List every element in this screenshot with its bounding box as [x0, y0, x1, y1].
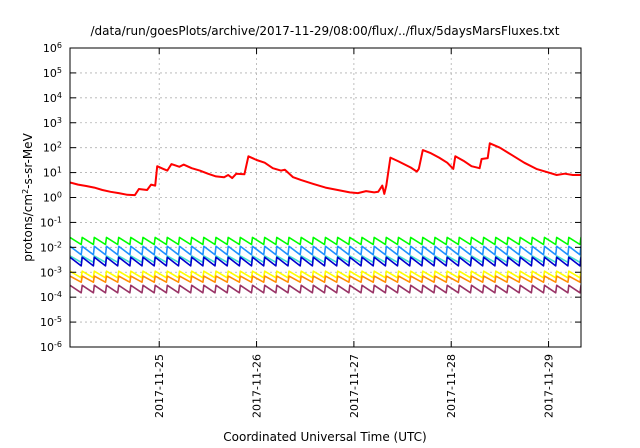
ticks: 10-6 10-5 10-4 10-3 10-2 10-1 100 101 102 103 104 1… — [40, 41, 581, 418]
y-axis-label-base: protons/cm — [21, 194, 35, 262]
y-tick-label: 103 — [43, 115, 62, 130]
x-tick-label: 2017-11-29 — [543, 354, 556, 418]
y-tick-label: 10-2 — [40, 240, 62, 255]
x-tick-label: 2017-11-25 — [153, 354, 166, 418]
y-axis-label-rest: -s-sr-MeV — [21, 132, 35, 188]
y-tick-label: 102 — [43, 140, 62, 155]
grid — [70, 48, 581, 347]
y-tick-label: 10-6 — [40, 340, 62, 355]
y-tick-label: 10-1 — [40, 215, 62, 230]
y-tick-label: 104 — [43, 90, 62, 105]
series-layer — [70, 142, 581, 294]
y-axis-label-sup: 2 — [21, 189, 30, 194]
y-tick-label: 101 — [43, 165, 62, 180]
y-tick-label: 10-3 — [40, 265, 62, 280]
series-line — [70, 284, 581, 294]
chart-title: /data/run/goesPlots/archive/2017-11-29/0… — [91, 24, 560, 38]
y-tick-label: 10-5 — [40, 315, 62, 330]
x-tick-label: 2017-11-28 — [445, 354, 458, 418]
series-line — [70, 275, 581, 283]
y-tick-label: 105 — [43, 65, 62, 80]
series-line — [70, 270, 581, 279]
series-line — [70, 245, 581, 256]
series-line — [70, 142, 581, 197]
y-tick-label: 100 — [43, 190, 62, 205]
x-tick-label: 2017-11-27 — [348, 354, 361, 418]
x-tick-label: 2017-11-26 — [251, 354, 264, 418]
y-tick-label: 10-4 — [40, 290, 62, 305]
series-line — [70, 256, 581, 267]
y-tick-label: 106 — [43, 41, 62, 56]
x-axis-label: Coordinated Universal Time (UTC) — [223, 430, 426, 444]
y-axis-label: protons/cm2-s-sr-MeV — [21, 132, 36, 261]
series-line — [70, 236, 581, 246]
